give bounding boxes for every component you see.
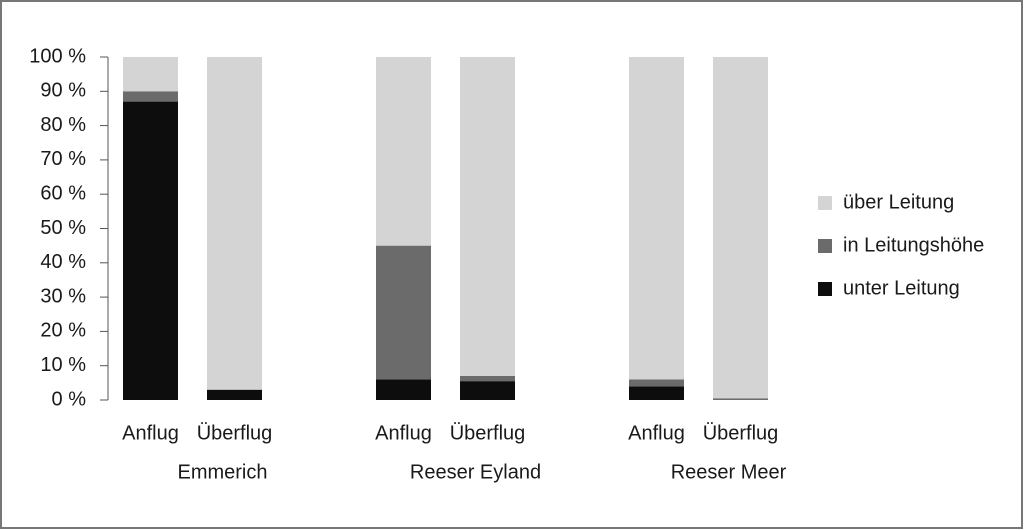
x-tick-label: Überflug <box>703 422 779 444</box>
y-tick-label: 90 % <box>40 80 86 102</box>
y-tick-label: 20 % <box>40 320 86 342</box>
y-tick-label: 40 % <box>40 251 86 273</box>
y-tick-label: 60 % <box>40 182 86 204</box>
bar-segment <box>629 379 684 387</box>
x-tick-label: Überflug <box>197 422 273 444</box>
bar-segment <box>460 375 515 382</box>
legend-label: unter Leitung <box>843 277 960 299</box>
legend-label: über Leitung <box>843 191 954 213</box>
bar-segment <box>376 57 431 246</box>
bar-segment <box>123 101 178 400</box>
y-tick-label: 10 % <box>40 354 86 376</box>
y-tick-label: 30 % <box>40 285 86 307</box>
group-label: Emmerich <box>177 461 267 483</box>
y-tick-label: 100 % <box>29 45 86 67</box>
bar-segment <box>629 57 684 380</box>
y-tick-label: 0 % <box>52 388 87 410</box>
legend-swatch <box>818 239 832 253</box>
x-tick-label: Anflug <box>122 422 179 444</box>
bar-segment <box>460 381 515 400</box>
legend-swatch <box>818 196 832 210</box>
bar-segment <box>713 57 768 399</box>
y-tick-label: 70 % <box>40 148 86 170</box>
bar-segment <box>123 91 178 102</box>
x-tick-label: Anflug <box>375 422 432 444</box>
bar-segment <box>376 245 431 380</box>
group-label: Reeser Eyland <box>410 461 541 483</box>
bar-segment <box>713 398 768 400</box>
legend-swatch <box>818 282 832 296</box>
bar-segment <box>460 57 515 376</box>
legend-label: in Leitungshöhe <box>843 234 984 256</box>
y-tick-label: 50 % <box>40 217 86 239</box>
bar-segment <box>123 57 178 92</box>
bar-segment <box>376 379 431 400</box>
x-tick-label: Überflug <box>450 422 526 444</box>
bar-segment <box>207 389 262 400</box>
bar-segment <box>629 386 684 400</box>
x-tick-label: Anflug <box>628 422 685 444</box>
bar-segment <box>207 57 262 390</box>
group-label: Reeser Meer <box>671 461 787 483</box>
y-tick-label: 80 % <box>40 114 86 136</box>
